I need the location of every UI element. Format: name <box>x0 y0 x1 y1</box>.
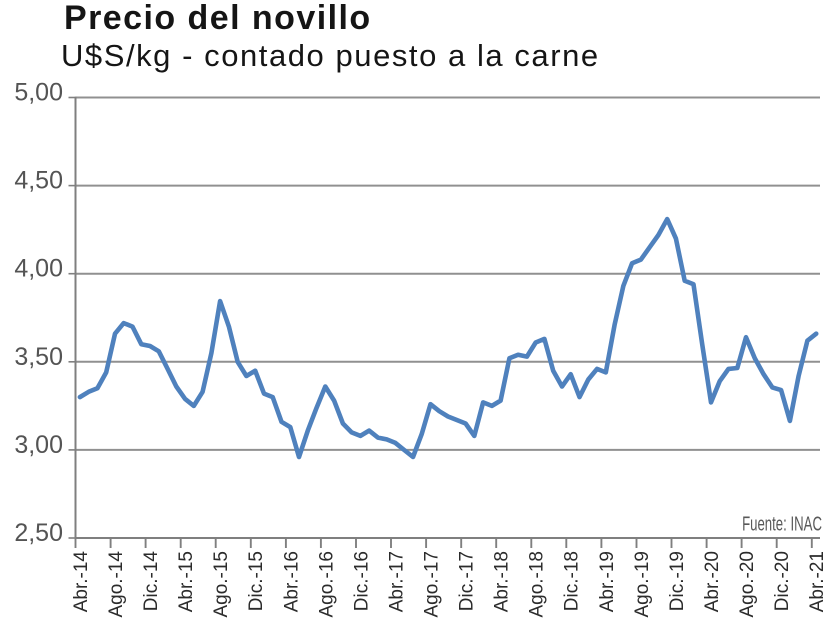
svg-text:Abr.-19: Abr.-19 <box>597 551 618 612</box>
svg-text:Dic.-20: Dic.-20 <box>772 551 793 611</box>
svg-text:Abr.-15: Abr.-15 <box>176 551 197 612</box>
svg-text:Abr.-17: Abr.-17 <box>386 551 407 612</box>
svg-text:Dic.-18: Dic.-18 <box>562 551 583 611</box>
svg-text:Abr.-16: Abr.-16 <box>281 551 302 612</box>
svg-text:Ago.-15: Ago.-15 <box>211 551 232 618</box>
svg-text:Ago.-14: Ago.-14 <box>106 551 127 618</box>
svg-text:Abr.-14: Abr.-14 <box>71 551 92 613</box>
svg-text:4,50: 4,50 <box>14 167 63 195</box>
svg-text:Dic.-19: Dic.-19 <box>667 551 688 611</box>
svg-text:Ago.-20: Ago.-20 <box>737 551 758 618</box>
svg-text:Fuente: INAC: Fuente: INAC <box>742 513 822 535</box>
svg-text:Ago.-17: Ago.-17 <box>422 551 443 618</box>
svg-text:4,00: 4,00 <box>14 255 63 283</box>
svg-text:2,50: 2,50 <box>14 519 63 547</box>
svg-text:3,00: 3,00 <box>14 431 63 459</box>
svg-text:Ago.-16: Ago.-16 <box>316 551 337 618</box>
svg-text:Abr.-20: Abr.-20 <box>702 551 723 612</box>
svg-text:Dic.-17: Dic.-17 <box>457 551 478 611</box>
svg-text:3,50: 3,50 <box>14 343 63 371</box>
svg-text:Ago.-19: Ago.-19 <box>632 551 653 618</box>
svg-text:Abr.-18: Abr.-18 <box>492 551 513 612</box>
svg-text:Dic.-16: Dic.-16 <box>351 551 372 611</box>
svg-text:Dic.-15: Dic.-15 <box>246 551 267 611</box>
svg-text:Ago.-18: Ago.-18 <box>527 551 548 618</box>
svg-text:Dic.-14: Dic.-14 <box>141 551 162 612</box>
svg-text:5,00: 5,00 <box>14 79 63 107</box>
svg-text:Abr.-21: Abr.-21 <box>807 551 828 612</box>
